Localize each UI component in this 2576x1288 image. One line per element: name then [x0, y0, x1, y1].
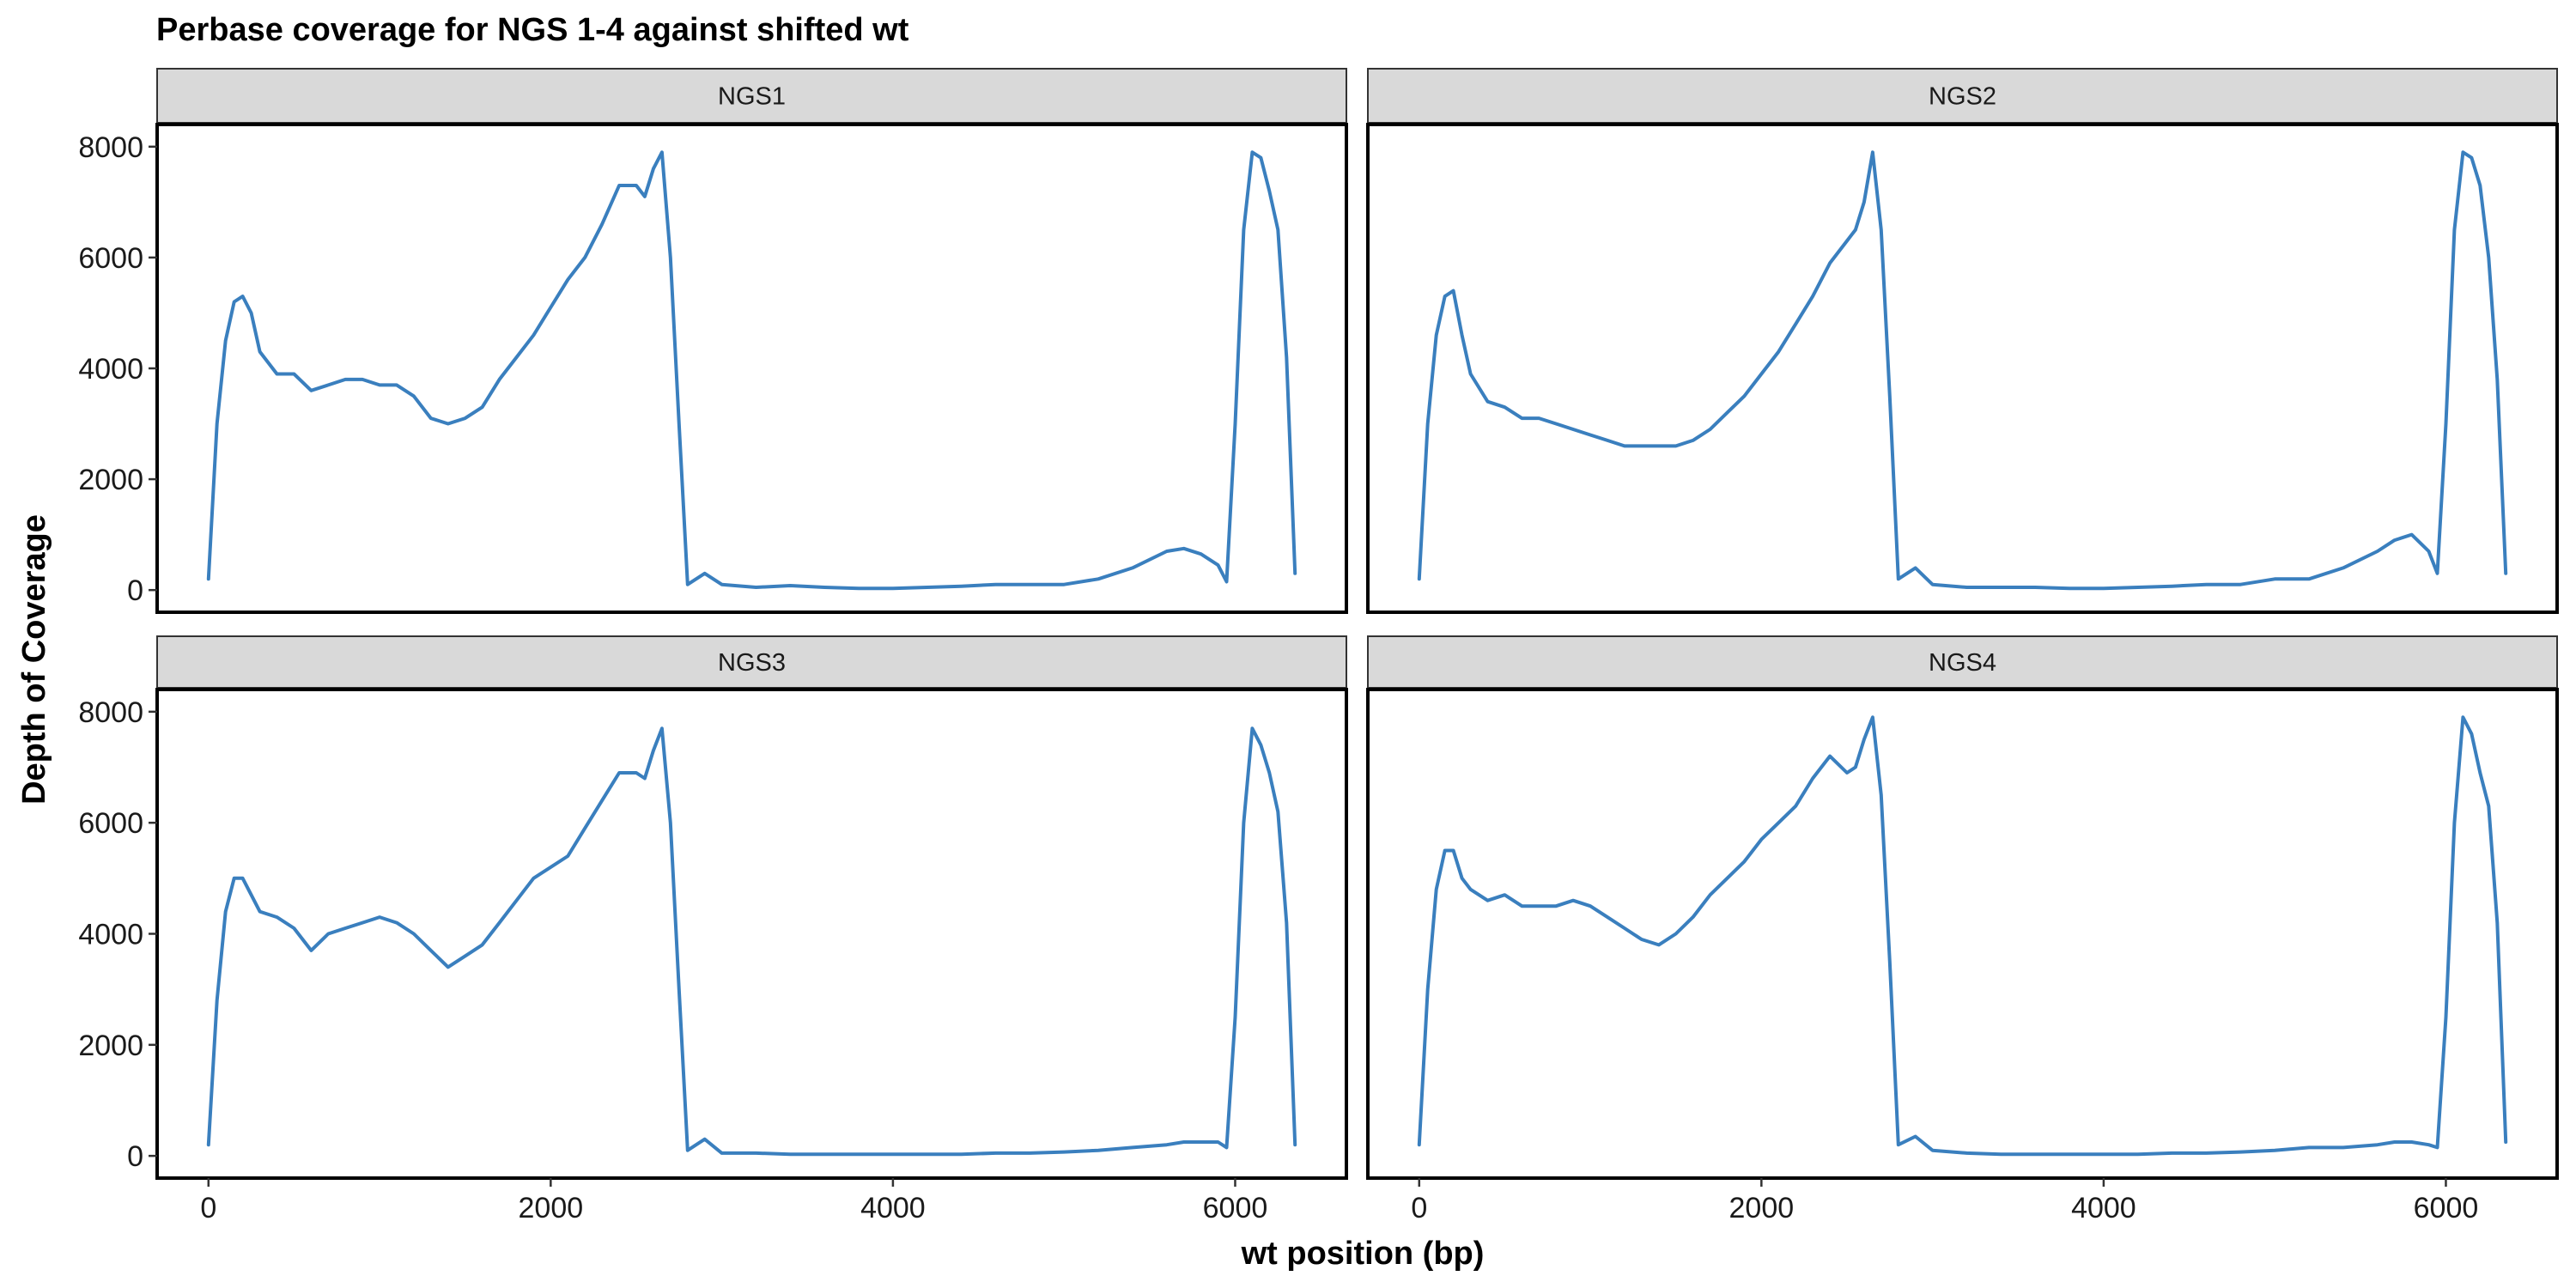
y-tick-label: 4000	[78, 919, 143, 951]
facet-ngs2: NGS2	[1366, 68, 2559, 614]
y-tick-label: 4000	[78, 353, 143, 386]
x-tick-label: 0	[1411, 1192, 1427, 1224]
x-axis-title: wt position (bp)	[1241, 1236, 1485, 1272]
facet-ngs4: NGS4 0 2000 4000 6000	[1366, 635, 2559, 1224]
chart-title: Perbase coverage for NGS 1-4 against shi…	[156, 12, 909, 48]
facet-panels: NGS1 0 2000 4000 6000 8000 NGS2 NGS3 0 2000 4000 60…	[78, 68, 2559, 1224]
x-tick-label: 2000	[1729, 1192, 1795, 1224]
coverage-line	[1417, 150, 2508, 591]
x-tick-label: 4000	[860, 1192, 926, 1224]
coverage-line	[206, 150, 1297, 591]
facet-strip-label: NGS1	[718, 83, 786, 111]
x-tick-label: 6000	[2414, 1192, 2479, 1224]
facet-ngs1: NGS1 0 2000 4000 6000 8000	[78, 68, 1348, 614]
x-tick-label: 6000	[1203, 1192, 1268, 1224]
y-tick-label: 0	[127, 574, 143, 607]
facet-strip-label: NGS4	[1929, 649, 1996, 677]
y-tick-label: 8000	[78, 696, 143, 729]
y-tick-label: 2000	[78, 1030, 143, 1062]
facet-strip-label: NGS2	[1929, 83, 1996, 111]
panel-border	[1366, 688, 2559, 1180]
coverage-line	[1417, 715, 2508, 1157]
y-tick-label: 0	[127, 1140, 143, 1173]
facet-ngs3: NGS3 0 2000 4000 6000 8000 0 2000 4000 6000	[78, 635, 1348, 1224]
facet-strip-label: NGS3	[718, 649, 786, 677]
y-tick-label: 2000	[78, 464, 143, 496]
y-tick-label: 6000	[78, 807, 143, 840]
y-tick-label: 8000	[78, 131, 143, 164]
x-tick-label: 2000	[519, 1192, 584, 1224]
facet-strip	[156, 68, 1347, 124]
coverage-line	[206, 726, 1297, 1157]
facet-strip	[1367, 68, 2558, 124]
y-axis-title: Depth of Coverage	[16, 514, 52, 805]
x-tick-label: 0	[200, 1192, 216, 1224]
panel-border	[1366, 123, 2559, 614]
x-tick-label: 4000	[2071, 1192, 2136, 1224]
y-tick-label: 6000	[78, 242, 143, 275]
facet-strip	[1367, 635, 2558, 689]
